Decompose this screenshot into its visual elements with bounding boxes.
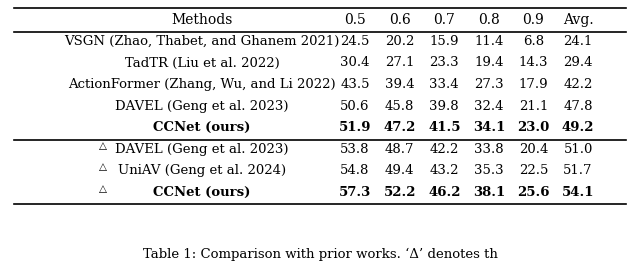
Text: 39.4: 39.4	[385, 78, 415, 91]
Text: 38.1: 38.1	[473, 186, 505, 199]
Text: 19.4: 19.4	[474, 56, 504, 69]
Text: 51.7: 51.7	[563, 164, 593, 177]
Text: 48.7: 48.7	[385, 143, 415, 156]
Text: 47.2: 47.2	[383, 121, 416, 134]
Text: 29.4: 29.4	[563, 56, 593, 69]
Text: 57.3: 57.3	[339, 186, 371, 199]
Text: 0.7: 0.7	[433, 13, 455, 27]
Text: VSGN (Zhao, Thabet, and Ghanem 2021): VSGN (Zhao, Thabet, and Ghanem 2021)	[65, 35, 340, 48]
Text: ActionFormer (Zhang, Wu, and Li 2022): ActionFormer (Zhang, Wu, and Li 2022)	[68, 78, 336, 91]
Text: 34.1: 34.1	[473, 121, 505, 134]
Text: 27.1: 27.1	[385, 56, 415, 69]
Text: 43.5: 43.5	[340, 78, 370, 91]
Text: 42.2: 42.2	[563, 78, 593, 91]
Text: 15.9: 15.9	[429, 35, 459, 48]
Text: 24.5: 24.5	[340, 35, 370, 48]
Text: 49.2: 49.2	[562, 121, 595, 134]
Text: 25.6: 25.6	[517, 186, 550, 199]
Text: 0.8: 0.8	[478, 13, 500, 27]
Text: 53.8: 53.8	[340, 143, 370, 156]
Text: △: △	[99, 163, 108, 172]
Text: 20.2: 20.2	[385, 35, 414, 48]
Text: 33.8: 33.8	[474, 143, 504, 156]
Text: 0.6: 0.6	[388, 13, 410, 27]
Text: CCNet (ours): CCNet (ours)	[154, 121, 251, 134]
Text: 50.6: 50.6	[340, 100, 370, 113]
Text: 20.4: 20.4	[519, 143, 548, 156]
Text: 49.4: 49.4	[385, 164, 415, 177]
Text: △: △	[99, 185, 108, 194]
Text: Methods: Methods	[172, 13, 233, 27]
Text: 46.2: 46.2	[428, 186, 461, 199]
Text: 23.0: 23.0	[517, 121, 550, 134]
Text: DAVEL (Geng et al. 2023): DAVEL (Geng et al. 2023)	[115, 143, 289, 156]
Text: 45.8: 45.8	[385, 100, 414, 113]
Text: △: △	[99, 142, 108, 151]
Text: 51.0: 51.0	[563, 143, 593, 156]
Text: DAVEL (Geng et al. 2023): DAVEL (Geng et al. 2023)	[115, 100, 289, 113]
Text: 43.2: 43.2	[429, 164, 459, 177]
Text: Table 1: Comparison with prior works. ‘Δ’ denotes th: Table 1: Comparison with prior works. ‘Δ…	[143, 247, 497, 261]
Text: 41.5: 41.5	[428, 121, 461, 134]
Text: TadTR (Liu et al. 2022): TadTR (Liu et al. 2022)	[125, 56, 280, 69]
Text: 33.4: 33.4	[429, 78, 459, 91]
Text: 0.9: 0.9	[523, 13, 545, 27]
Text: 6.8: 6.8	[523, 35, 544, 48]
Text: 14.3: 14.3	[518, 56, 548, 69]
Text: 23.3: 23.3	[429, 56, 459, 69]
Text: 17.9: 17.9	[518, 78, 548, 91]
Text: 27.3: 27.3	[474, 78, 504, 91]
Text: CCNet (ours): CCNet (ours)	[154, 186, 251, 199]
Text: 54.1: 54.1	[562, 186, 595, 199]
Text: 35.3: 35.3	[474, 164, 504, 177]
Text: 21.1: 21.1	[519, 100, 548, 113]
Text: 32.4: 32.4	[474, 100, 504, 113]
Text: 24.1: 24.1	[563, 35, 593, 48]
Text: 11.4: 11.4	[474, 35, 504, 48]
Text: 54.8: 54.8	[340, 164, 370, 177]
Text: 22.5: 22.5	[519, 164, 548, 177]
Text: 47.8: 47.8	[563, 100, 593, 113]
Text: 30.4: 30.4	[340, 56, 370, 69]
Text: 42.2: 42.2	[429, 143, 459, 156]
Text: 0.5: 0.5	[344, 13, 366, 27]
Text: 51.9: 51.9	[339, 121, 371, 134]
Text: UniAV (Geng et al. 2024): UniAV (Geng et al. 2024)	[118, 164, 286, 177]
Text: 52.2: 52.2	[383, 186, 416, 199]
Text: 39.8: 39.8	[429, 100, 459, 113]
Text: Avg.: Avg.	[563, 13, 593, 27]
